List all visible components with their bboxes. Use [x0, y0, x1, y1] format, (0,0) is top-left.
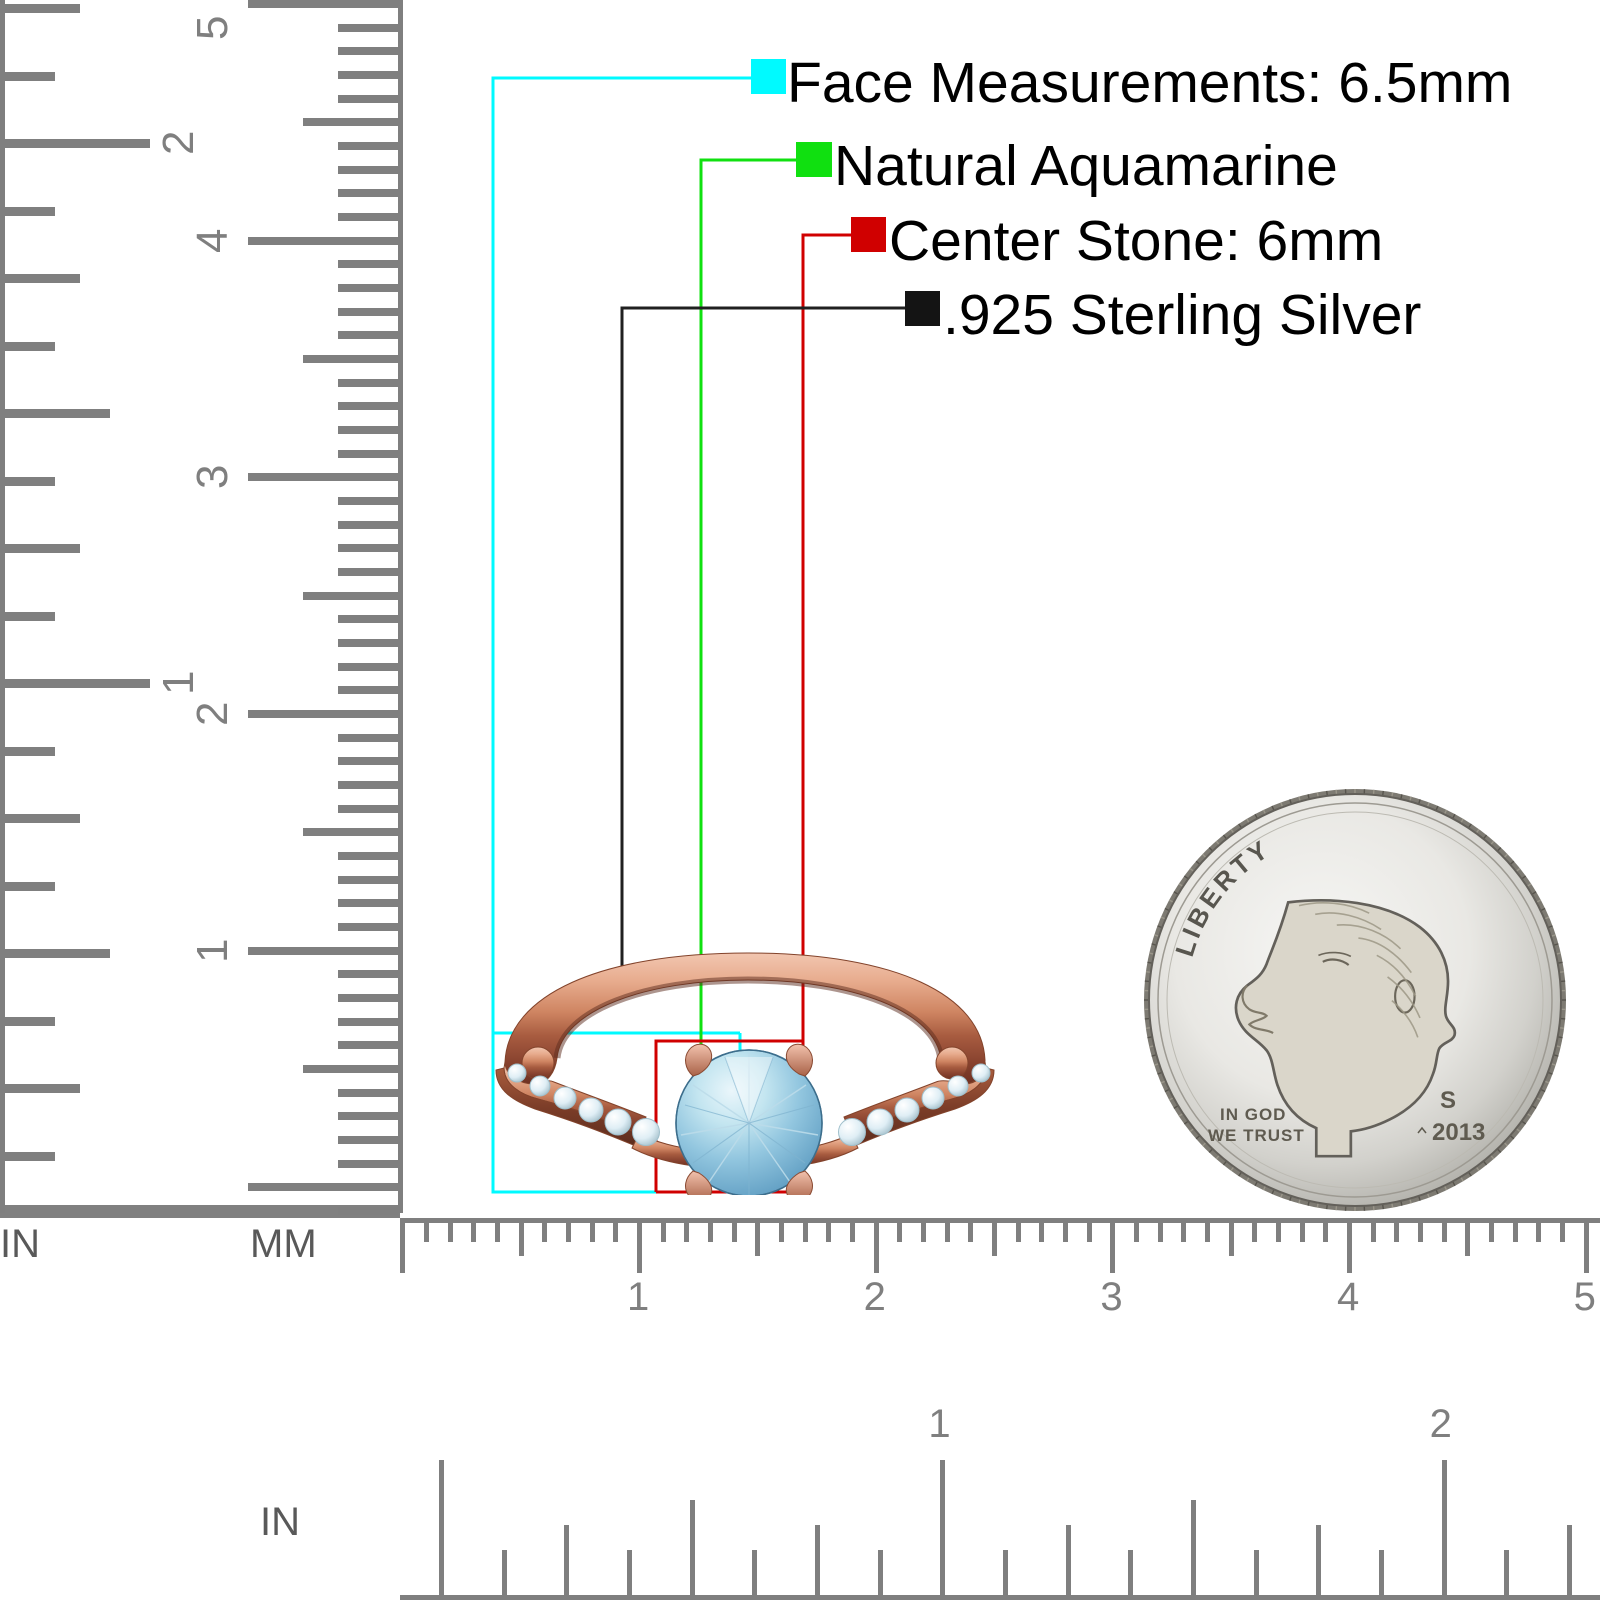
svg-text:IN GOD: IN GOD [1220, 1105, 1286, 1124]
svg-text:2013: 2013 [1432, 1119, 1485, 1146]
svg-text:WE TRUST: WE TRUST [1208, 1126, 1305, 1145]
svg-text:S: S [1440, 1087, 1456, 1114]
